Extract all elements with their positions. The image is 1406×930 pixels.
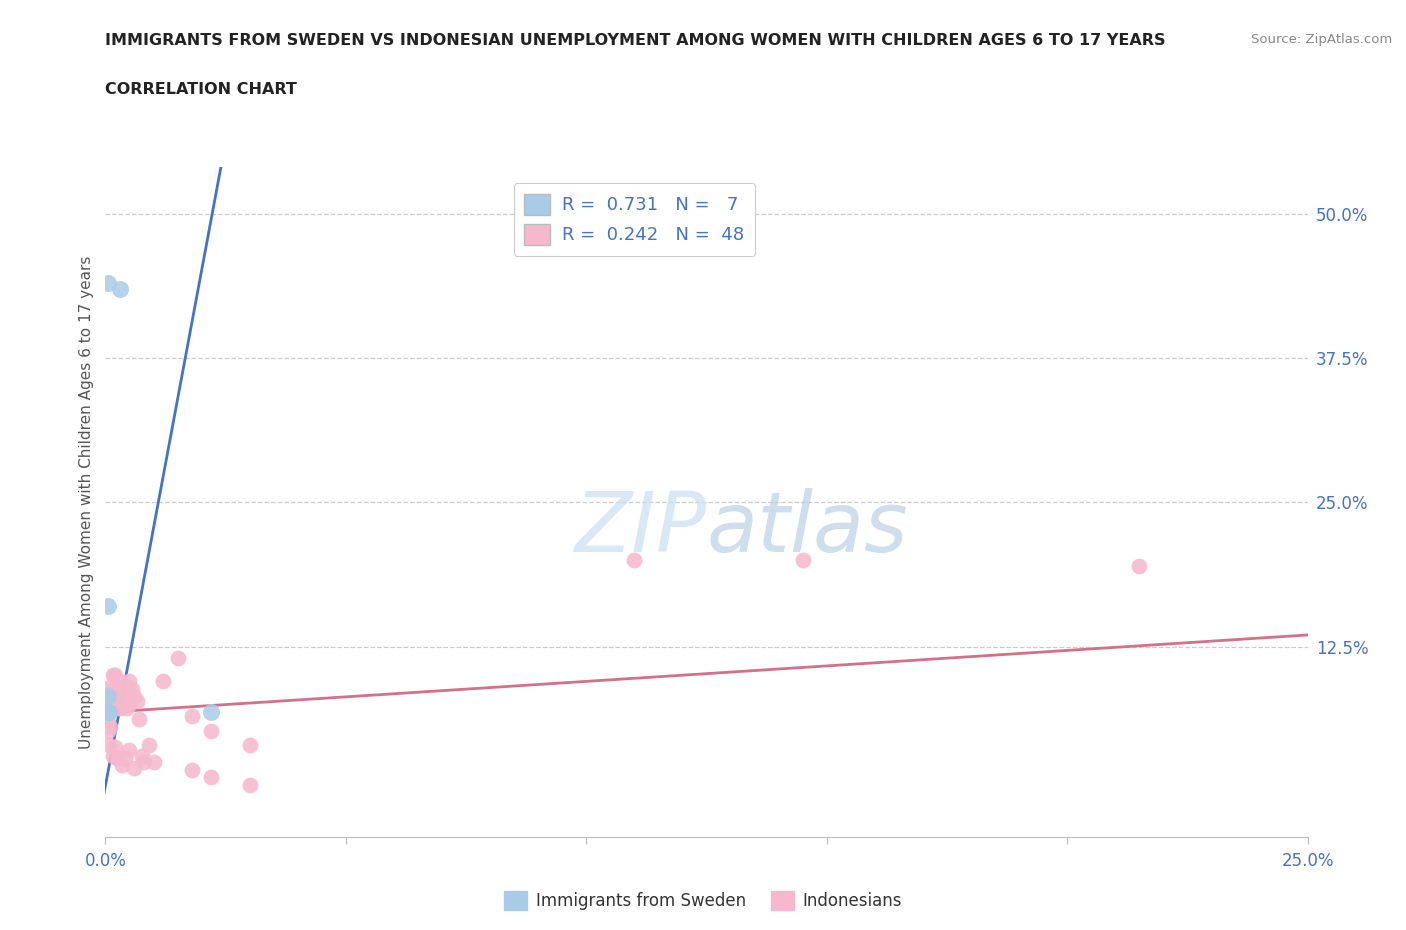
Point xyxy=(97,689,120,704)
Point xyxy=(97,705,120,720)
Point xyxy=(111,680,134,695)
Text: CORRELATION CHART: CORRELATION CHART xyxy=(105,82,297,97)
Point xyxy=(131,749,153,764)
Point xyxy=(104,668,127,683)
Point xyxy=(98,720,121,735)
Point xyxy=(104,694,127,709)
Point xyxy=(97,599,120,614)
Point xyxy=(115,700,138,715)
Point xyxy=(124,761,146,776)
Y-axis label: Unemployment Among Women with Children Ages 6 to 17 years: Unemployment Among Women with Children A… xyxy=(79,256,94,749)
Point xyxy=(111,758,134,773)
Point xyxy=(104,739,127,754)
Point xyxy=(107,700,129,715)
Legend: R =  0.731   N =   7, R =  0.242   N =  48: R = 0.731 N = 7, R = 0.242 N = 48 xyxy=(513,183,755,256)
Point xyxy=(100,694,122,709)
Point xyxy=(110,689,132,704)
Point xyxy=(1128,558,1150,573)
Point xyxy=(114,751,136,766)
Point xyxy=(98,689,121,704)
Point xyxy=(98,691,121,706)
Point xyxy=(200,769,222,784)
Point xyxy=(108,691,131,706)
Point xyxy=(97,714,120,729)
Point xyxy=(97,275,120,290)
Point xyxy=(114,694,136,709)
Text: ZIP: ZIP xyxy=(575,488,707,569)
Point xyxy=(98,680,121,695)
Point xyxy=(101,749,124,764)
Point xyxy=(181,709,204,724)
Text: atlas: atlas xyxy=(707,488,908,569)
Point xyxy=(121,682,143,697)
Point xyxy=(792,552,814,567)
Point xyxy=(128,711,150,726)
Legend: Immigrants from Sweden, Indonesians: Immigrants from Sweden, Indonesians xyxy=(498,884,908,917)
Point xyxy=(125,694,148,709)
Point xyxy=(200,705,222,720)
Point xyxy=(108,281,131,296)
Point xyxy=(142,754,165,769)
Point xyxy=(200,724,222,738)
Point xyxy=(98,700,121,715)
Point xyxy=(97,724,120,738)
Point xyxy=(166,651,188,666)
Point xyxy=(239,737,262,752)
Point xyxy=(103,689,125,704)
Point xyxy=(114,684,136,699)
Point xyxy=(115,689,138,704)
Point xyxy=(111,697,134,711)
Point xyxy=(117,697,139,711)
Point xyxy=(101,668,124,683)
Point xyxy=(108,700,131,715)
Text: IMMIGRANTS FROM SWEDEN VS INDONESIAN UNEMPLOYMENT AMONG WOMEN WITH CHILDREN AGES: IMMIGRANTS FROM SWEDEN VS INDONESIAN UNE… xyxy=(105,33,1166,47)
Point xyxy=(112,689,135,704)
Point xyxy=(623,552,645,567)
Point xyxy=(107,689,129,704)
Point xyxy=(107,751,129,766)
Point xyxy=(104,680,127,695)
Point xyxy=(98,705,121,720)
Point xyxy=(239,777,262,792)
Point xyxy=(98,737,121,752)
Point xyxy=(152,673,174,688)
Point xyxy=(108,673,131,688)
Point xyxy=(105,682,128,697)
Point xyxy=(132,754,155,769)
Point xyxy=(97,705,120,720)
Point xyxy=(124,689,146,704)
Point xyxy=(118,673,141,688)
Point xyxy=(181,763,204,777)
Point xyxy=(114,677,136,692)
Text: Source: ZipAtlas.com: Source: ZipAtlas.com xyxy=(1251,33,1392,46)
Point xyxy=(118,743,141,758)
Point xyxy=(101,682,124,697)
Point xyxy=(108,682,131,697)
Point xyxy=(138,737,160,752)
